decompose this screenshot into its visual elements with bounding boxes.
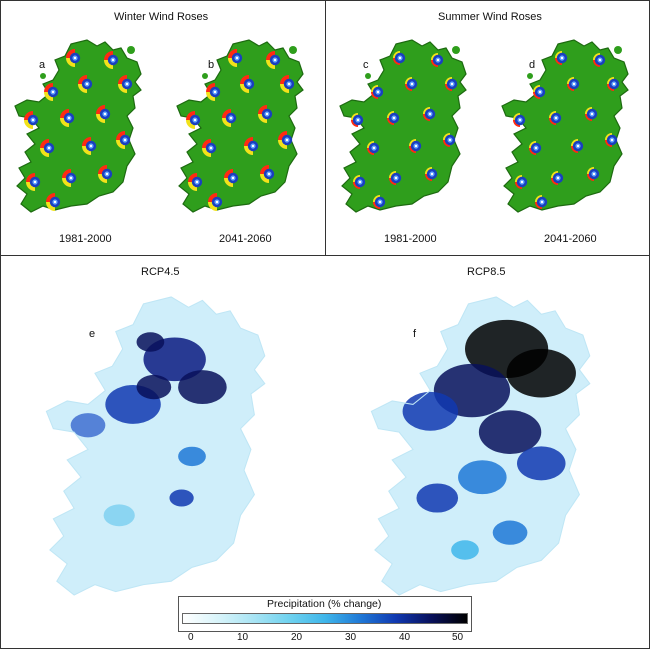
- wind-rose-icon: [607, 77, 620, 91]
- wind-rose-icon: [409, 139, 422, 153]
- wind-rose-icon: [96, 105, 111, 123]
- period-label-b: 2041-2060: [219, 233, 272, 245]
- wind-rose-map-b: [176, 39, 304, 213]
- map-label-a: a: [39, 59, 46, 71]
- wind-rose-icon: [371, 85, 384, 99]
- wind-rose-icon: [351, 113, 364, 127]
- wind-rose-icon: [353, 175, 366, 189]
- colorbar-tick-20: 20: [291, 632, 303, 643]
- wind-rose-icon: [387, 111, 400, 125]
- wind-rose-icon: [244, 137, 259, 155]
- wind-rose-icon: [46, 193, 61, 211]
- colorbar: Precipitation (% change): [178, 596, 472, 632]
- colorbar-tick-0: 0: [188, 632, 194, 643]
- wind-rose-icon: [78, 75, 93, 93]
- wind-rose-icon: [431, 53, 444, 67]
- wind-rose-icon: [206, 83, 221, 101]
- wind-rose-icon: [549, 111, 562, 125]
- wind-rose-icon: [405, 77, 418, 91]
- wind-rose-map-a: [14, 39, 142, 213]
- wind-rose-icon: [60, 109, 75, 127]
- wind-rose-icon: [445, 77, 458, 91]
- wind-rose-icon: [425, 167, 438, 181]
- wind-rose-icon: [533, 85, 546, 99]
- wind-rose-icon: [571, 139, 584, 153]
- wind-rose-icon: [529, 141, 542, 155]
- wind-rose-icon: [40, 139, 55, 157]
- summer-panel-title: Summer Wind Roses: [438, 11, 542, 23]
- wind-rose-icon: [98, 165, 113, 183]
- map-label-e: e: [89, 328, 96, 340]
- wind-rose-icon: [62, 169, 77, 187]
- map-label-c: c: [363, 59, 369, 71]
- period-label-d: 2041-2060: [544, 233, 597, 245]
- wind-rose-icon: [82, 137, 97, 155]
- wind-rose-icon: [258, 105, 273, 123]
- wind-rose-icon: [567, 77, 580, 91]
- wind-rose-icon: [44, 83, 59, 101]
- wind-rose-icon: [116, 131, 131, 149]
- summer-wind-roses-panel: Summer Wind Roses c d 1981-2000 2041-206…: [325, 0, 650, 256]
- wind-rose-icon: [188, 173, 203, 191]
- wind-rose-icon: [240, 75, 255, 93]
- wind-rose-icon: [260, 165, 275, 183]
- winter-wind-roses-panel: Winter Wind Roses a b 1981-2000 2041-206…: [0, 0, 326, 256]
- wind-rose-icon: [280, 75, 295, 93]
- colorbar-tick-40: 40: [399, 632, 411, 643]
- wind-rose-icon: [278, 131, 293, 149]
- wind-rose-icon: [593, 53, 606, 67]
- wind-rose-icon: [373, 195, 386, 209]
- colorbar-title: Precipitation (% change): [267, 598, 382, 610]
- period-label-a: 1981-2000: [59, 233, 112, 245]
- wind-rose-icon: [585, 107, 598, 121]
- wind-rose-icon: [423, 107, 436, 121]
- wind-rose-icon: [393, 51, 406, 65]
- wind-rose-icon: [24, 111, 39, 129]
- wind-rose-icon: [551, 171, 564, 185]
- wind-rose-icon: [66, 49, 81, 67]
- map-label-b: b: [208, 59, 215, 71]
- wind-rose-icon: [587, 167, 600, 181]
- winter-panel-title: Winter Wind Roses: [114, 11, 209, 23]
- wind-rose-icon: [515, 175, 528, 189]
- colorbar-gradient: [182, 613, 468, 624]
- wind-rose-icon: [443, 133, 456, 147]
- precip-map-f: [370, 296, 591, 596]
- wind-rose-icon: [555, 51, 568, 65]
- wind-rose-map-c: [339, 39, 467, 213]
- wind-rose-map-d: [501, 39, 629, 213]
- colorbar-tick-30: 30: [345, 632, 357, 643]
- wind-rose-icon: [228, 49, 243, 67]
- wind-rose-icon: [535, 195, 548, 209]
- map-label-f: f: [413, 328, 417, 340]
- period-label-c: 1981-2000: [384, 233, 437, 245]
- scenario-label-rcp85: RCP8.5: [467, 266, 506, 278]
- wind-rose-icon: [208, 193, 223, 211]
- map-label-d: d: [529, 59, 536, 71]
- wind-rose-icon: [26, 173, 41, 191]
- colorbar-tick-10: 10: [237, 632, 249, 643]
- scenario-label-rcp45: RCP4.5: [141, 266, 180, 278]
- wind-rose-icon: [186, 111, 201, 129]
- wind-rose-icon: [222, 109, 237, 127]
- wind-rose-icon: [118, 75, 133, 93]
- colorbar-tick-50: 50: [452, 632, 464, 643]
- wind-rose-icon: [202, 139, 217, 157]
- wind-rose-icon: [224, 169, 239, 187]
- wind-rose-icon: [513, 113, 526, 127]
- precipitation-change-panel: RCP4.5 RCP8.5 e f: [0, 255, 650, 649]
- wind-rose-icon: [605, 133, 618, 147]
- wind-rose-icon: [104, 51, 119, 69]
- precip-map-e: [45, 296, 266, 596]
- wind-rose-icon: [389, 171, 402, 185]
- wind-rose-icon: [266, 51, 281, 69]
- wind-rose-icon: [367, 141, 380, 155]
